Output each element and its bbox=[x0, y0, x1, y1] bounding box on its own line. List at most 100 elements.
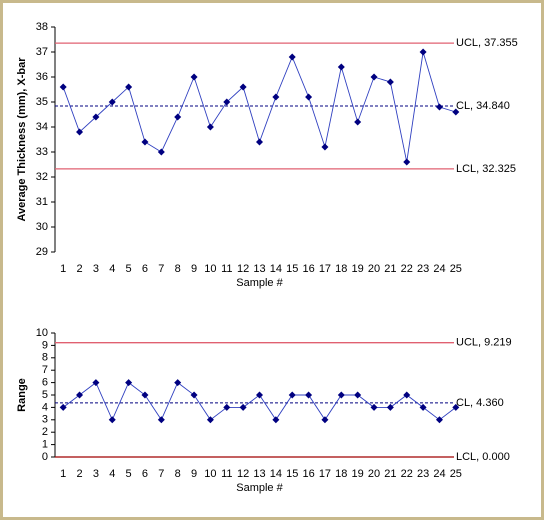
x-tick-label: 3 bbox=[93, 468, 99, 480]
x-tick-label: 20 bbox=[368, 263, 380, 275]
data-point bbox=[141, 391, 149, 399]
data-point bbox=[190, 391, 198, 399]
control-line-label: CL, 34.840 bbox=[456, 100, 510, 112]
data-point bbox=[452, 403, 460, 411]
x-tick-label: 19 bbox=[352, 468, 364, 480]
data-point bbox=[125, 83, 133, 91]
data-point bbox=[354, 118, 362, 126]
y-tick-label: 35 bbox=[36, 96, 48, 108]
data-point bbox=[452, 108, 460, 116]
data-point bbox=[76, 128, 84, 136]
data-point bbox=[337, 63, 345, 71]
x-tick-label: 17 bbox=[319, 263, 331, 275]
x-tick-label: 4 bbox=[109, 263, 115, 275]
data-point bbox=[419, 403, 427, 411]
x-tick-label: 15 bbox=[286, 263, 298, 275]
data-point bbox=[435, 103, 443, 111]
x-tick-label: 21 bbox=[384, 468, 396, 480]
x-tick-label: 18 bbox=[335, 263, 347, 275]
data-point bbox=[108, 416, 116, 424]
data-point bbox=[206, 416, 214, 424]
y-tick-label: 7 bbox=[42, 364, 48, 376]
data-point bbox=[288, 391, 296, 399]
data-point bbox=[337, 391, 345, 399]
y-tick-label: 6 bbox=[42, 377, 48, 389]
y-tick-label: 37 bbox=[36, 46, 48, 58]
y-tick-label: 38 bbox=[36, 21, 48, 33]
x-tick-label: 25 bbox=[450, 468, 462, 480]
data-point bbox=[321, 416, 329, 424]
x-tick-label: 3 bbox=[93, 263, 99, 275]
y-axis-label: Average Thickness (mm), X-bar bbox=[16, 57, 28, 222]
data-point bbox=[305, 93, 313, 101]
data-point bbox=[354, 391, 362, 399]
y-axis-label: Range bbox=[16, 378, 28, 412]
x-tick-label: 4 bbox=[109, 468, 115, 480]
x-tick-label: 16 bbox=[302, 468, 314, 480]
data-point bbox=[108, 98, 116, 106]
data-point bbox=[386, 78, 394, 86]
data-point bbox=[76, 391, 84, 399]
data-point bbox=[174, 379, 182, 387]
x-tick-label: 24 bbox=[433, 263, 445, 275]
x-tick-label: 12 bbox=[237, 468, 249, 480]
y-tick-label: 4 bbox=[42, 401, 48, 413]
x-tick-label: 21 bbox=[384, 263, 396, 275]
data-point bbox=[59, 83, 67, 91]
data-point bbox=[157, 148, 165, 156]
data-point bbox=[370, 403, 378, 411]
x-tick-label: 23 bbox=[417, 468, 429, 480]
x-tick-label: 8 bbox=[175, 263, 181, 275]
data-point bbox=[206, 123, 214, 131]
data-point bbox=[288, 53, 296, 61]
y-tick-label: 9 bbox=[42, 339, 48, 351]
data-point bbox=[239, 83, 247, 91]
x-tick-label: 1 bbox=[60, 263, 66, 275]
x-tick-label: 6 bbox=[142, 263, 148, 275]
x-tick-label: 15 bbox=[286, 468, 298, 480]
x-tick-label: 11 bbox=[221, 468, 232, 480]
data-point bbox=[92, 379, 100, 387]
y-tick-label: 36 bbox=[36, 71, 48, 83]
control-line-label: UCL, 37.355 bbox=[456, 37, 518, 49]
x-tick-label: 7 bbox=[158, 468, 164, 480]
data-point bbox=[92, 113, 100, 121]
y-tick-label: 29 bbox=[36, 246, 48, 258]
x-tick-label: 10 bbox=[204, 468, 216, 480]
y-tick-label: 33 bbox=[36, 146, 48, 158]
x-tick-label: 16 bbox=[302, 263, 314, 275]
control-line-label: UCL, 9.219 bbox=[456, 337, 512, 349]
data-point bbox=[419, 48, 427, 56]
data-point bbox=[256, 138, 263, 146]
x-tick-label: 2 bbox=[76, 468, 82, 480]
x-tick-label: 23 bbox=[417, 263, 429, 275]
data-point bbox=[321, 143, 329, 151]
y-tick-label: 0 bbox=[42, 451, 48, 463]
x-tick-label: 5 bbox=[126, 263, 132, 275]
x-tick-label: 7 bbox=[158, 263, 164, 275]
y-tick-label: 31 bbox=[36, 196, 48, 208]
x-tick-label: 8 bbox=[175, 468, 181, 480]
y-tick-label: 1 bbox=[42, 439, 48, 451]
data-point bbox=[174, 113, 182, 121]
x-tick-label: 14 bbox=[270, 468, 282, 480]
x-tick-label: 13 bbox=[253, 468, 265, 480]
x-tick-label: 18 bbox=[335, 468, 347, 480]
data-point bbox=[370, 73, 378, 81]
x-tick-label: 14 bbox=[270, 263, 282, 275]
data-point bbox=[305, 391, 313, 399]
data-point bbox=[272, 93, 280, 101]
data-point bbox=[435, 416, 443, 424]
x-tick-label: 5 bbox=[126, 468, 132, 480]
y-tick-label: 30 bbox=[36, 221, 48, 233]
data-point bbox=[125, 379, 133, 387]
data-point bbox=[223, 403, 231, 411]
x-tick-label: 22 bbox=[401, 468, 413, 480]
data-point bbox=[190, 73, 198, 81]
x-tick-label: 13 bbox=[253, 263, 265, 275]
data-point bbox=[386, 403, 394, 411]
y-tick-label: 10 bbox=[36, 327, 48, 339]
x-tick-label: 9 bbox=[191, 468, 197, 480]
